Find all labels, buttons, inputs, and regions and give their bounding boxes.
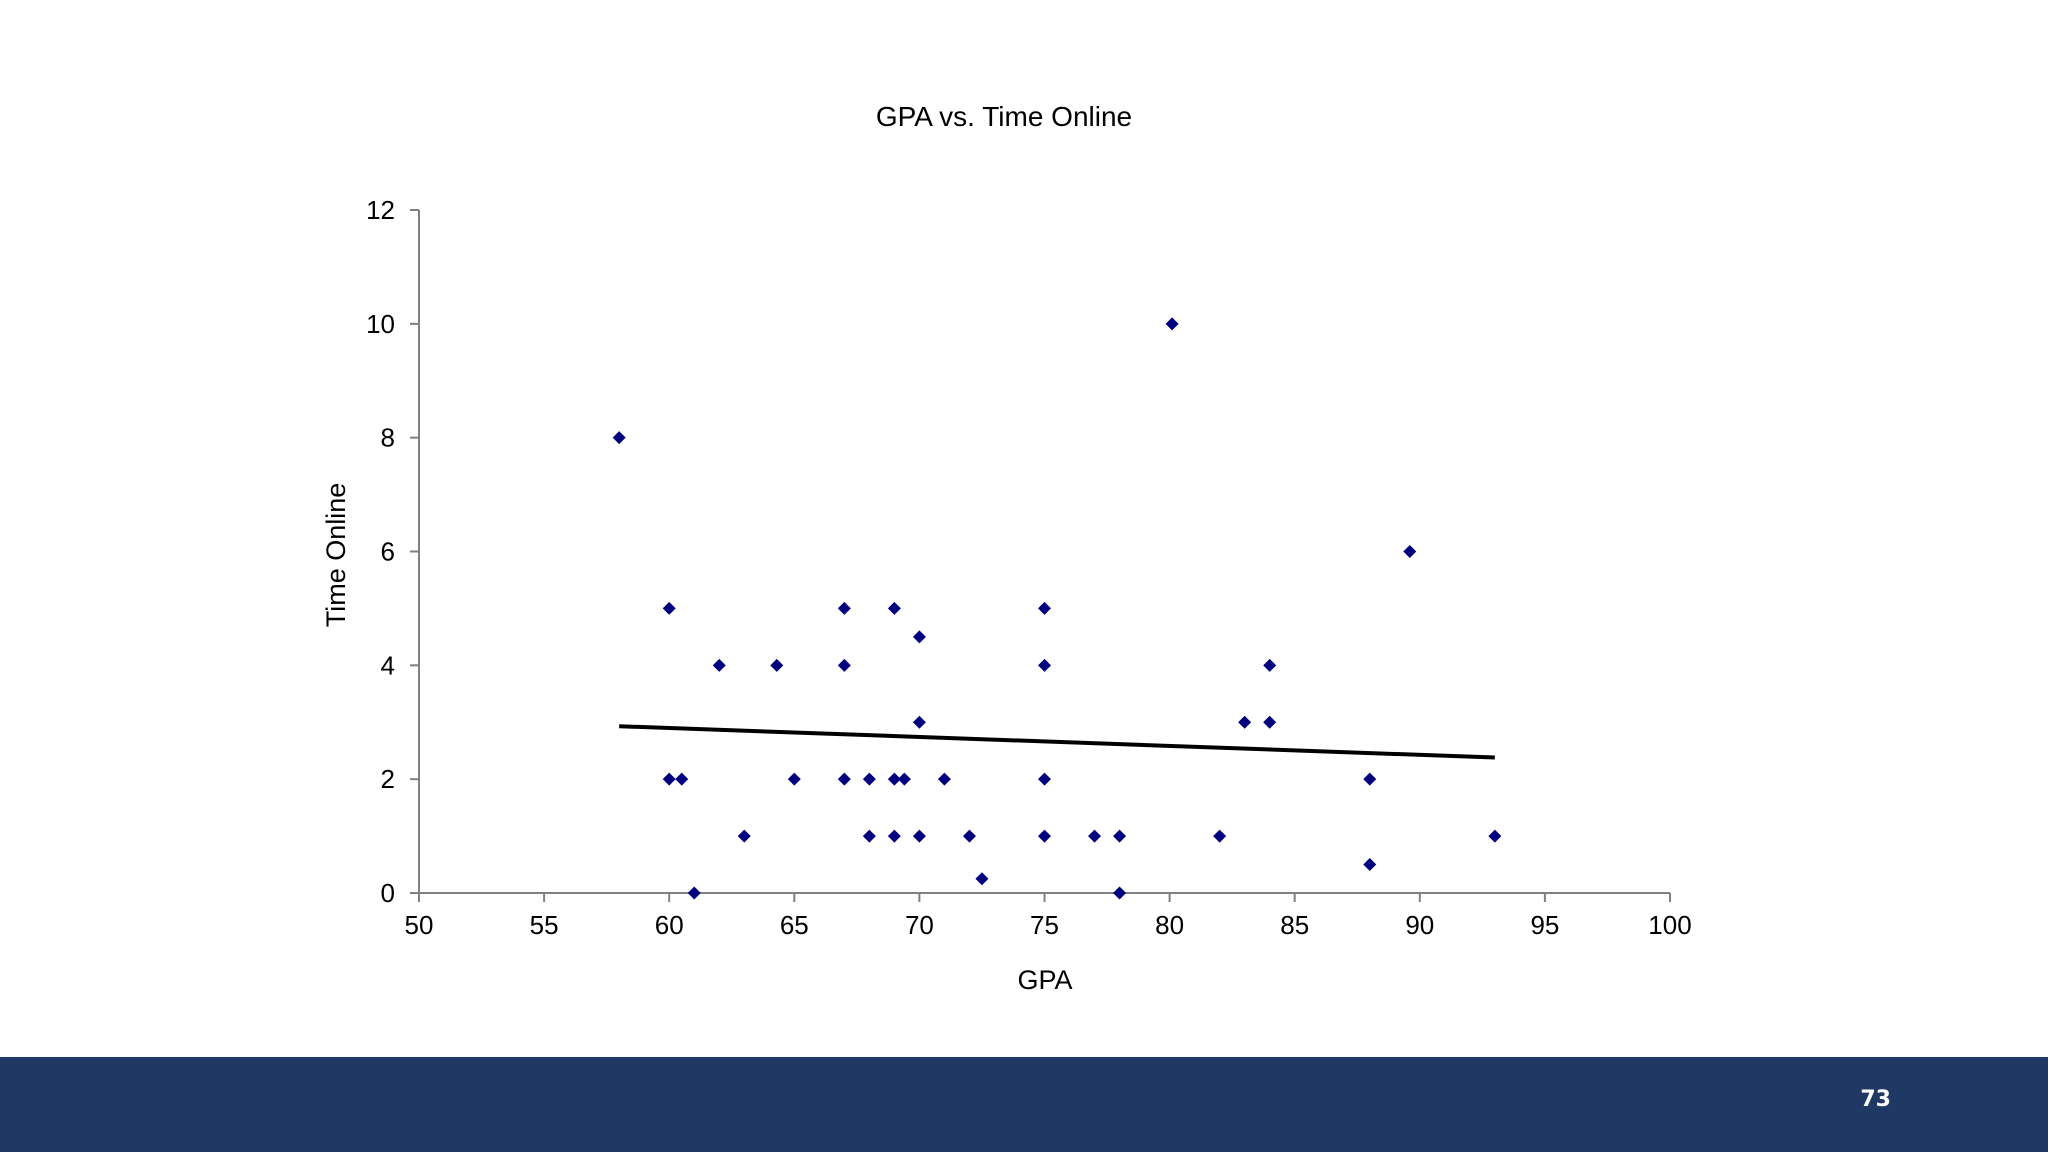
y-tick-label: 10 bbox=[366, 309, 395, 339]
y-tick-label: 12 bbox=[366, 195, 395, 225]
data-point bbox=[1263, 715, 1277, 729]
x-tick-label: 75 bbox=[1030, 910, 1059, 940]
data-point bbox=[1363, 772, 1377, 786]
x-tick-label: 95 bbox=[1530, 910, 1559, 940]
y-tick-label: 6 bbox=[381, 537, 395, 567]
y-tick-label: 8 bbox=[381, 423, 395, 453]
data-point bbox=[837, 658, 851, 672]
chart-title: GPA vs. Time Online bbox=[876, 101, 1132, 132]
data-points bbox=[612, 317, 1502, 900]
data-point bbox=[675, 772, 689, 786]
data-point bbox=[662, 772, 676, 786]
data-point bbox=[787, 772, 801, 786]
data-point bbox=[862, 772, 876, 786]
data-point bbox=[862, 829, 876, 843]
x-tick-label: 70 bbox=[905, 910, 934, 940]
data-point bbox=[1363, 858, 1377, 872]
data-point bbox=[1038, 829, 1051, 843]
data-point bbox=[1113, 829, 1127, 843]
data-point bbox=[937, 772, 951, 786]
data-point bbox=[887, 772, 901, 786]
data-point bbox=[1238, 715, 1252, 729]
data-point bbox=[887, 601, 901, 615]
data-point bbox=[1113, 886, 1127, 900]
x-axis-title: GPA bbox=[1017, 965, 1072, 995]
y-axis-title: Time Online bbox=[321, 483, 351, 628]
data-point bbox=[975, 872, 989, 886]
data-point bbox=[912, 829, 926, 843]
x-tick-label: 100 bbox=[1648, 910, 1691, 940]
data-point bbox=[1263, 658, 1277, 672]
data-point bbox=[662, 601, 676, 615]
x-tick-label: 65 bbox=[780, 910, 809, 940]
y-axis-ticks: 0 2 4 6 8 10 12 bbox=[366, 195, 419, 908]
x-tick-label: 90 bbox=[1405, 910, 1434, 940]
data-point bbox=[612, 431, 626, 445]
data-point bbox=[687, 886, 701, 900]
data-point bbox=[962, 829, 976, 843]
data-point bbox=[712, 658, 726, 672]
data-point bbox=[1038, 601, 1051, 615]
y-tick-label: 2 bbox=[381, 764, 395, 794]
data-point bbox=[887, 829, 901, 843]
x-tick-label: 55 bbox=[530, 910, 559, 940]
data-point bbox=[1403, 545, 1417, 558]
data-point bbox=[1165, 317, 1179, 331]
x-tick-label: 85 bbox=[1280, 910, 1309, 940]
trendline bbox=[619, 724, 1495, 760]
data-point bbox=[1088, 829, 1102, 843]
data-point bbox=[1038, 658, 1051, 672]
x-tick-label: 80 bbox=[1155, 910, 1184, 940]
data-point bbox=[837, 601, 851, 615]
data-point bbox=[770, 658, 784, 672]
data-point bbox=[737, 829, 751, 843]
x-tick-label: 60 bbox=[655, 910, 684, 940]
data-point bbox=[897, 772, 911, 786]
data-point bbox=[837, 772, 851, 786]
y-tick-label: 4 bbox=[381, 650, 395, 680]
data-point bbox=[912, 630, 926, 644]
data-point bbox=[1213, 829, 1227, 843]
data-point bbox=[1038, 772, 1051, 786]
y-tick-label: 0 bbox=[381, 878, 395, 908]
data-point bbox=[1488, 829, 1502, 843]
data-point bbox=[912, 715, 926, 729]
x-axis-ticks: 50 55 60 65 70 75 80 85 90 95 100 bbox=[405, 893, 1692, 940]
x-tick-label: 50 bbox=[405, 910, 434, 940]
footer-bar: 73 bbox=[0, 1057, 2048, 1152]
page-number: 73 bbox=[1860, 1087, 1891, 1112]
